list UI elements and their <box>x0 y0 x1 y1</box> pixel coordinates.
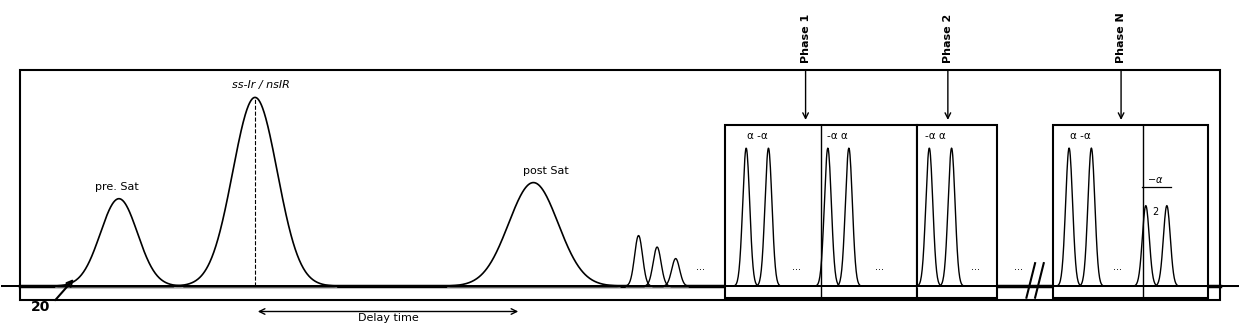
Text: 20: 20 <box>31 300 51 314</box>
Text: Phase N: Phase N <box>1116 12 1126 63</box>
Text: Delay time: Delay time <box>357 313 418 323</box>
Text: α -α: α -α <box>746 131 768 141</box>
Bar <box>20 70 1220 300</box>
Text: post Sat: post Sat <box>523 166 569 176</box>
Text: ...: ... <box>1112 262 1122 272</box>
Text: Phase 2: Phase 2 <box>942 13 952 63</box>
Bar <box>916 125 997 298</box>
Text: ...: ... <box>971 262 980 272</box>
Text: ...: ... <box>792 262 801 272</box>
Text: ss-Ir / nsIR: ss-Ir / nsIR <box>232 81 290 90</box>
Text: ...: ... <box>696 262 704 272</box>
Bar <box>1053 125 1208 298</box>
Text: ...: ... <box>875 262 884 272</box>
Text: Phase 1: Phase 1 <box>801 13 811 63</box>
Text: -α α: -α α <box>827 131 848 141</box>
Text: -α α: -α α <box>925 131 946 141</box>
Text: ...: ... <box>1014 262 1023 272</box>
Bar <box>725 125 916 298</box>
Text: pre. Sat: pre. Sat <box>94 182 139 192</box>
Text: $-\alpha$: $-\alpha$ <box>1147 175 1164 185</box>
Text: α -α: α -α <box>1070 131 1091 141</box>
Text: $2$: $2$ <box>1152 205 1159 217</box>
